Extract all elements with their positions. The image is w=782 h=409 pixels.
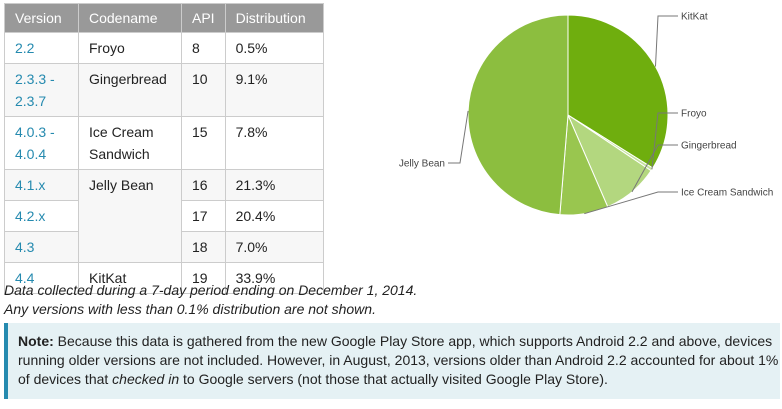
pie-label: Jelly Bean: [399, 159, 445, 170]
distribution-pie-chart: KitKat Froyo Gingerbread Ice Cream Sandwich…: [399, 12, 773, 216]
notes-line-2: Any versions with less than 0.1% distrib…: [4, 301, 376, 317]
pie-label: Ice Cream Sandwich: [681, 188, 773, 199]
distribution-table: Version Codename API Distribution 2.2 Fr…: [4, 3, 324, 294]
codename-cell: Froyo: [78, 32, 182, 64]
table-row: 4.2.x 17 20.4%: [4, 200, 324, 232]
table-row: 4.1.x Jelly Bean 16 21.3%: [4, 169, 324, 263]
version-link[interactable]: 4.1.x: [4, 169, 79, 201]
pie-leader-line: [654, 15, 678, 67]
api-cell: 8: [181, 32, 226, 64]
table-row: 2.2 Froyo 8 0.5%: [4, 32, 324, 64]
version-link[interactable]: 2.2: [4, 32, 79, 64]
note-text: Because this data is gathered from the n…: [18, 333, 779, 387]
table-row: 4.3 18 7.0%: [4, 231, 324, 263]
distribution-cell: 21.3%: [224, 169, 324, 201]
codename-cell: Ice Cream Sandwich: [78, 116, 182, 170]
header-version: Version: [4, 3, 79, 33]
api-cell: 15: [181, 116, 226, 170]
distribution-cell: 33.9%: [224, 262, 324, 294]
codename-cell: Jelly Bean: [78, 169, 182, 263]
note-callout: Note: Because this data is gathered from…: [4, 323, 780, 399]
distribution-cell: 7.8%: [224, 116, 324, 170]
version-link[interactable]: 4.3: [4, 231, 79, 263]
note-label: Note:: [18, 333, 54, 349]
pie-leader-line: [584, 191, 678, 215]
codename-cell: KitKat: [78, 262, 182, 294]
distribution-cell: 7.0%: [224, 231, 324, 263]
version-link[interactable]: 4.4: [4, 262, 79, 294]
api-cell: 19: [181, 262, 226, 294]
version-link[interactable]: 2.3.3 - 2.3.7: [4, 63, 79, 117]
api-cell: 16: [181, 169, 226, 201]
version-link[interactable]: 4.0.3 - 4.0.4: [4, 116, 79, 170]
pie-leader-line: [631, 144, 678, 193]
pie-leader-line: [448, 110, 469, 164]
header-distribution: Distribution: [224, 3, 324, 33]
pie-label: Gingerbread: [681, 141, 737, 152]
table-row: 4.0.3 - 4.0.4 Ice Cream Sandwich 15 7.8%: [4, 116, 324, 170]
version-link[interactable]: 4.2.x: [4, 200, 79, 232]
api-cell: 17: [181, 200, 226, 232]
pie-label: Froyo: [681, 109, 707, 120]
pie-label: KitKat: [681, 12, 708, 23]
distribution-cell: 9.1%: [224, 63, 324, 117]
table-row: 4.4 KitKat 19 33.9%: [4, 262, 324, 294]
header-codename: Codename: [78, 3, 182, 33]
note-text-end: to Google servers (not those that actual…: [179, 371, 608, 387]
pie-leader-line: [651, 112, 678, 170]
api-cell: 18: [181, 231, 226, 263]
table-row: 2.3.3 - 2.3.7 Gingerbread 10 9.1%: [4, 63, 324, 117]
data-notes: Data collected during a 7-day period end…: [4, 281, 417, 319]
distribution-cell: 20.4%: [224, 200, 324, 232]
pie-slice-jelly-bean: [467, 14, 569, 216]
notes-line-1: Data collected during a 7-day period end…: [4, 282, 418, 298]
table-header-row: Version Codename API Distribution: [4, 3, 324, 33]
api-cell: 10: [181, 63, 226, 117]
header-api: API: [181, 3, 226, 33]
note-emphasis: checked in: [112, 371, 180, 387]
codename-cell: Gingerbread: [78, 63, 182, 117]
distribution-cell: 0.5%: [224, 32, 324, 64]
